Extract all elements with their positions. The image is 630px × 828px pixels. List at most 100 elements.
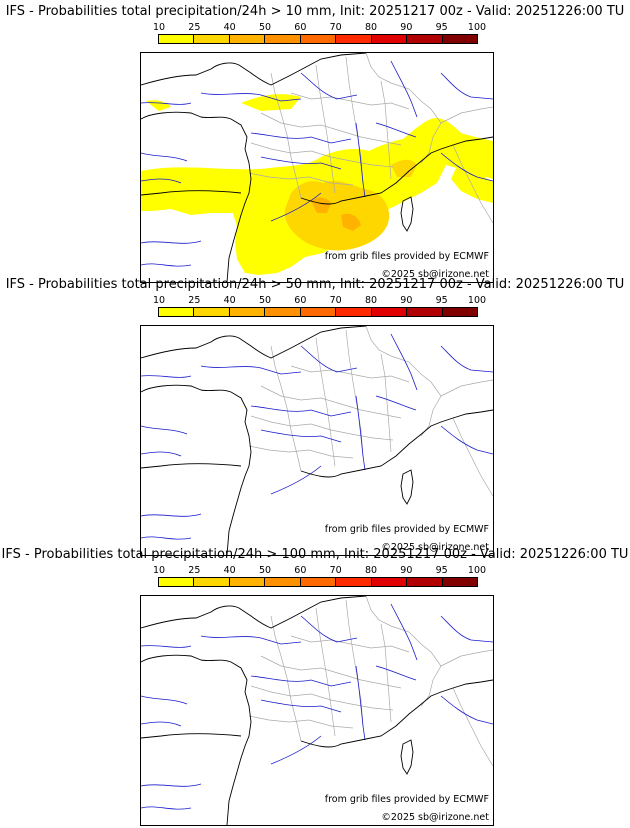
colorbar-bar (158, 34, 478, 44)
admin-border (315, 64, 336, 194)
colorbar-tick-label: 10 (152, 565, 166, 576)
colorbar-segment (159, 35, 195, 43)
river-line (141, 375, 192, 378)
admin-border (365, 326, 442, 437)
colorbar-segment (442, 578, 477, 586)
river-line (355, 122, 366, 198)
colorbar-tick-label: 80 (364, 295, 378, 306)
colorbar-segment (407, 35, 443, 43)
colorbar-segment (229, 308, 266, 316)
colorbar-tick-label: 25 (188, 295, 201, 306)
river-line (375, 395, 417, 411)
source-credit: from grib files provided by ECMWF (324, 251, 489, 262)
colorbar-segment (265, 578, 301, 586)
admin-border (250, 142, 394, 168)
colorbar-segment (300, 35, 337, 43)
colorbar-segment (336, 35, 372, 43)
colorbar-tick-label: 80 (364, 565, 378, 576)
admin-border (248, 445, 354, 459)
river-line (260, 429, 342, 443)
colorbar-tick-label: 60 (294, 565, 307, 576)
river-line (355, 395, 366, 471)
river-line (141, 263, 192, 267)
admin-border (270, 615, 302, 742)
admin-border (345, 56, 364, 184)
probability-colorbar: 10 25 40 50 60 70 80 90 95 100 (152, 295, 486, 325)
colorbar-segment (407, 578, 443, 586)
map-panel-50mm: IFS - Probabilities total precipitation/… (0, 277, 630, 556)
admin-border (248, 715, 354, 729)
map-panel-100mm: IFS - Probabilities total precipitation/… (0, 547, 630, 826)
panel-title: IFS - Probabilities total precipitation/… (5, 4, 625, 19)
river-line (141, 695, 188, 705)
precip-area-mid (284, 159, 417, 251)
river-line (250, 675, 352, 687)
colorbar-segment (336, 578, 372, 586)
admin-border (248, 172, 354, 186)
colorbar-segment (300, 308, 337, 316)
colorbar-segment (442, 35, 477, 43)
river-line (200, 635, 302, 645)
admin-border (260, 385, 402, 419)
colorbar-tick-label: 90 (400, 22, 413, 33)
island-coastline (400, 739, 414, 775)
admin-border (365, 53, 442, 164)
colorbar-tick-label: 40 (223, 295, 236, 306)
map-panel-10mm: IFS - Probabilities total precipitation/… (0, 4, 630, 283)
colorbar-tick-label: 80 (364, 22, 378, 33)
admin-border (380, 353, 392, 453)
river-line (440, 615, 493, 643)
admin-border (260, 655, 402, 689)
precip-map: from grib files provided by ECMWF ©2025 … (140, 325, 494, 556)
river-line (260, 156, 342, 170)
colorbar-ticks: 10 25 40 50 60 70 80 90 95 100 (152, 565, 486, 577)
river-line (200, 92, 302, 102)
probability-colorbar: 10 25 40 50 60 70 80 90 95 100 (153, 22, 486, 52)
colorbar-segment (442, 308, 477, 316)
colorbar-tick-label: 60 (294, 22, 307, 33)
panel-title: IFS - Probabilities total precipitation/… (1, 547, 629, 562)
admin-border (250, 685, 394, 711)
river-line (141, 536, 192, 540)
colorbar-tick-label: 25 (188, 565, 201, 576)
river-line (141, 645, 192, 648)
river-line (270, 465, 322, 495)
colorbar-segment (265, 35, 301, 43)
admin-border (290, 365, 410, 383)
colorbar-segment (194, 35, 230, 43)
admin-border (315, 607, 336, 737)
colorbar-tick-label: 50 (258, 565, 272, 576)
river-line (141, 102, 192, 105)
river-line (250, 132, 352, 144)
admin-border (290, 92, 410, 110)
colorbar-segment (265, 308, 301, 316)
colorbar-tick-label: 70 (329, 22, 342, 33)
colorbar-tick-label: 50 (258, 22, 272, 33)
island-coastline (400, 469, 414, 505)
admin-border (345, 329, 364, 457)
colorbar-tick-label: 95 (435, 22, 448, 33)
colorbar-tick-label: 95 (435, 295, 448, 306)
colorbar-tick-label: 70 (329, 565, 342, 576)
precip-area-high (311, 197, 361, 231)
copyright-credit: ©2025 sb@irizone.net (381, 812, 489, 823)
colorbar-bar (158, 577, 478, 587)
river-line (141, 783, 202, 787)
river-line (390, 603, 418, 661)
river-line (300, 615, 358, 643)
precip-map: from grib files provided by ECMWF ©2025 … (140, 52, 494, 283)
admin-border (315, 337, 336, 467)
river-line (141, 806, 192, 810)
admin-border (452, 417, 493, 497)
admin-border (260, 112, 402, 146)
colorbar-tick-label: 10 (152, 295, 166, 306)
river-line (270, 735, 322, 765)
colorbar-tick-label: 70 (329, 295, 342, 306)
colorbar-segment (336, 308, 372, 316)
colorbar-segment (159, 308, 195, 316)
colorbar-tick-label: 90 (400, 295, 413, 306)
river-line (141, 152, 188, 162)
admin-border (270, 72, 302, 199)
river-line (250, 405, 352, 417)
colorbar-tick-label: 100 (467, 22, 487, 33)
